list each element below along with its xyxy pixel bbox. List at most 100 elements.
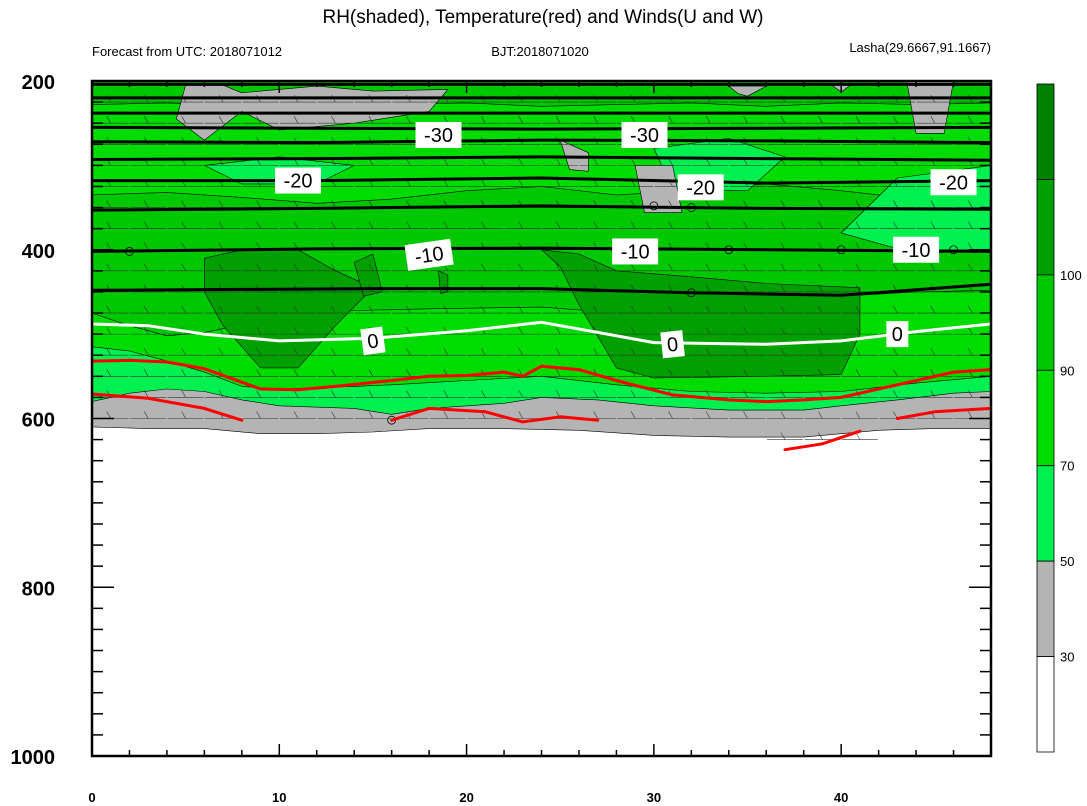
wind-barb-flag	[218, 116, 224, 124]
wind-barb-flag	[256, 348, 261, 356]
wind-barb-flag	[555, 369, 561, 377]
wind-barb-flag	[668, 221, 673, 229]
wind-barb-flag	[743, 390, 748, 398]
wind-barb-flag	[331, 305, 336, 314]
temperature-contour	[92, 392, 244, 422]
wind-barb-flag	[518, 221, 524, 229]
contour-labels: -30 -30 -20 -20 -20 -10 -10 -10 0 0 0	[275, 122, 977, 359]
wind-barb-flag	[780, 348, 786, 356]
wind-barb-flag	[668, 116, 673, 124]
wind-barb-flag	[218, 390, 224, 398]
wind-barb-flag	[743, 326, 748, 335]
wind-barb-flag	[481, 390, 486, 398]
rh-patch	[906, 81, 954, 134]
contour-label: -20	[930, 169, 977, 196]
wind-barb-flag	[443, 221, 449, 229]
wind-barb-flag	[555, 326, 561, 335]
wind-barb-flag	[481, 158, 486, 166]
wind-barb-flag	[143, 305, 149, 314]
wind-barb-flag	[406, 326, 411, 335]
wind-barb-flag	[518, 305, 524, 314]
wind-barb-flag	[705, 263, 711, 271]
wind-barb-flag	[968, 200, 973, 208]
temperature-contour	[92, 155, 991, 162]
wind-barb-flag	[668, 411, 673, 419]
wind-barb-flag	[181, 200, 186, 208]
wind-barb-flag	[143, 390, 149, 398]
wind-barb-flag	[743, 263, 748, 271]
contour-label-bg	[930, 169, 977, 196]
wind-barb-flag	[143, 369, 149, 377]
contour-label-bg	[660, 330, 685, 359]
wind-barb-flag	[331, 200, 336, 208]
wind-barb-flag	[481, 263, 486, 271]
temperature-contour	[783, 429, 862, 452]
y-tick-label: 800	[22, 578, 55, 600]
wind-barb-flag	[818, 200, 823, 208]
colorbar-label: 50	[1060, 554, 1074, 569]
wind-barb-flag	[555, 305, 561, 314]
wind-barb-flag	[930, 348, 936, 356]
wind-barb-flag	[968, 411, 973, 419]
temperature-contour	[390, 406, 600, 424]
wind-barb-flag	[893, 305, 898, 314]
wind-barb-flag	[968, 242, 973, 250]
wind-barb-flag	[106, 348, 111, 356]
wind-barb-flag	[968, 305, 973, 314]
subtitle-center: BJT:2018071020	[491, 44, 589, 59]
wind-barb-flag	[143, 326, 149, 335]
wind-barb-flag	[855, 200, 861, 208]
contour-label-bg	[415, 122, 462, 148]
wind-barb-flag	[893, 116, 898, 124]
colorbar-swatch	[1036, 656, 1055, 753]
wind-barb-flag	[331, 221, 336, 229]
colorbar-swatch	[1036, 560, 1055, 657]
wind-barb-flag	[705, 116, 711, 124]
wind-barb-flag	[293, 221, 299, 229]
contour-label-bg	[677, 174, 724, 201]
temperature-contour	[92, 138, 991, 145]
wind-barb-flag	[143, 348, 149, 356]
wind-barb-flag	[630, 158, 636, 166]
wind-barb-flag	[818, 284, 823, 293]
contour-label: -20	[275, 167, 322, 194]
wind-barb-flag	[818, 348, 823, 356]
contour-label: 0	[360, 326, 386, 356]
wind-barb-flag	[368, 411, 374, 419]
wind-barb-flag	[143, 200, 149, 208]
wind-barb-flag	[331, 390, 336, 398]
wind-barb-flag	[555, 221, 561, 229]
contour-label-bg	[612, 238, 659, 265]
contour-label: 0	[660, 330, 685, 359]
x-tick-label: 30	[647, 790, 661, 805]
wind-barb-flag	[293, 411, 299, 419]
wind-barb-flag	[218, 221, 224, 229]
plot-area: -30 -30 -20 -20 -20 -10 -10 -10 0 0 0	[92, 81, 991, 452]
chart-title: RH(shaded), Temperature(red) and Winds(U…	[322, 7, 763, 28]
wind-barb-flag	[930, 263, 936, 271]
colorbar-label: 30	[1060, 650, 1074, 665]
wind-barb-flag	[705, 411, 711, 419]
wind-barb-flag	[481, 221, 486, 229]
wind-barb-flag	[743, 284, 748, 293]
wind-barb-flag	[818, 390, 823, 398]
wind-barb-flag	[181, 348, 186, 356]
wind-barb-flag	[368, 221, 374, 229]
wind-barb-flag	[743, 221, 748, 229]
colorbar-label: 70	[1060, 459, 1074, 474]
wind-barb-flag	[968, 116, 973, 124]
colorbar-swatch	[1036, 179, 1055, 276]
wind-barb-flag	[443, 179, 449, 187]
wind-barb-flag	[256, 263, 261, 271]
contour-label-text: -20	[686, 177, 715, 199]
wind-barb-flag	[893, 263, 898, 271]
wind-barb-flag	[780, 263, 786, 271]
contour-label-bg	[404, 238, 454, 271]
wind-barb-flag	[855, 348, 861, 356]
wind-barb-flag	[930, 305, 936, 314]
wind-barb-flag	[518, 326, 524, 335]
temperature-contour	[895, 406, 991, 420]
wind-barb-flag	[518, 348, 524, 356]
wind-barb-flag	[106, 411, 111, 419]
wind-barb-flag	[181, 116, 186, 124]
